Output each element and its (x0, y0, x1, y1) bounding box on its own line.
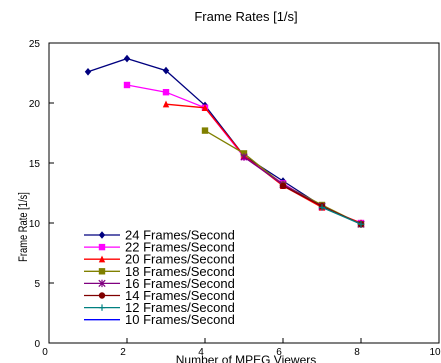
series-layer (84, 54, 365, 228)
legend-item: 18 Frames/Second (84, 264, 235, 279)
legend-marker (98, 268, 106, 275)
legend-item: 14 Frames/Second (84, 288, 235, 303)
x-tick-label: 0 (42, 347, 48, 358)
data-point (357, 221, 365, 228)
y-tick-label: 20 (29, 99, 41, 110)
data-point (240, 153, 248, 161)
legend-marker (98, 279, 106, 288)
legend-item: 24 Frames/Second (84, 228, 235, 243)
x-axis: 0 2 4 6 8 10 (42, 338, 441, 358)
x-tick-label: 8 (354, 347, 360, 358)
legend-item: 12 Frames/Second (84, 300, 235, 315)
data-point (201, 127, 209, 134)
y-tick-label: 25 (29, 39, 41, 50)
plot-area (48, 42, 440, 344)
x-tick-label: 4 (198, 347, 204, 358)
data-point (84, 68, 92, 76)
data-point (201, 104, 209, 111)
y-axis-label: Frame Rate [1/s] (17, 192, 30, 262)
x-tick-label: 10 (429, 347, 441, 358)
series-20-frames-second (162, 100, 365, 227)
legend-label: 14 Frames/Second (125, 288, 235, 303)
data-point (162, 89, 170, 96)
legend-item: 22 Frames/Second (84, 240, 235, 255)
y-tick-label: 5 (34, 279, 40, 290)
legend-label: 16 Frames/Second (125, 276, 235, 291)
chart-title: Frame Rates [1/s] (194, 9, 297, 24)
data-point (123, 54, 131, 63)
legend-marker (98, 304, 106, 311)
data-point (162, 100, 170, 108)
legend-label: 18 Frames/Second (125, 264, 235, 279)
legend-item: 20 Frames/Second (84, 252, 235, 267)
y-tick-label: 10 (29, 219, 41, 230)
legend-label: 12 Frames/Second (125, 300, 235, 315)
series-line (321, 206, 362, 225)
legend-marker (98, 255, 106, 263)
data-point (318, 204, 326, 211)
legend-label: 24 Frames/Second (125, 228, 235, 243)
data-point (162, 66, 170, 75)
data-point (279, 182, 287, 189)
y-tick-label: 0 (34, 339, 40, 350)
legend-label: 10 Frames/Second (125, 312, 235, 327)
legend-item: 16 Frames/Second (84, 276, 235, 291)
legend-marker (98, 231, 106, 239)
x-tick-label: 2 (120, 347, 126, 358)
data-point (123, 81, 131, 89)
series-line (165, 103, 362, 224)
x-tick-label: 6 (276, 347, 282, 358)
legend-item: 10 Frames/Second (84, 312, 235, 327)
legend-label: 22 Frames/Second (125, 240, 235, 255)
legend-marker (98, 292, 106, 299)
y-tick-label: 15 (29, 159, 41, 170)
x-axis-label: Number of MPEG Viewers (176, 353, 317, 363)
series-12-frames-second (318, 204, 365, 228)
y-axis: 0 5 10 15 20 25 (29, 39, 54, 350)
legend-label: 20 Frames/Second (125, 252, 235, 267)
legend-marker (98, 243, 106, 251)
